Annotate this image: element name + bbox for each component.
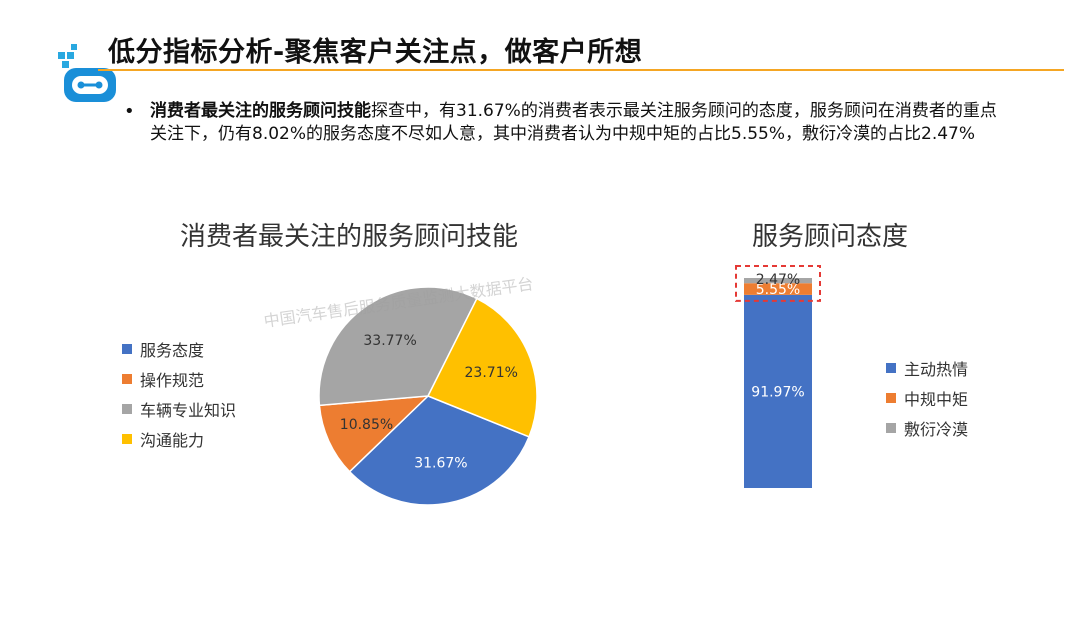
legend-swatch: [122, 404, 132, 414]
bar-legend-item-2: 中规中矩: [886, 383, 968, 413]
title-underline: [98, 69, 1064, 71]
legend-swatch: [886, 423, 896, 433]
bar-legend-item-1: 主动热情: [886, 353, 968, 383]
pie-slice-2: [318, 395, 431, 473]
bar-legend-item-3: 敷衍冷漠: [886, 413, 968, 443]
legend-swatch: [122, 344, 132, 354]
pie-legend-item-3: 车辆专业知识: [122, 394, 236, 424]
legend-label: 主动热情: [904, 360, 969, 379]
legend-swatch: [122, 434, 132, 444]
pie-legend-item-4: 沟通能力: [122, 424, 236, 454]
bar-segment-2: [744, 283, 812, 295]
bar-data-label-1: 91.97%: [751, 384, 804, 400]
pie-slice-1: [348, 395, 531, 506]
bar-chart-title: 服务顾问态度: [752, 222, 909, 252]
pie-data-label-1: 31.67%: [414, 455, 467, 471]
pie-data-label-2: 10.85%: [340, 417, 393, 433]
pie-chart-title: 消费者最关注的服务顾问技能: [180, 222, 519, 252]
bar-data-label-2: 5.55%: [756, 282, 800, 298]
charts-canvas: 31.67% 10.85% 33.77% 23.71% 91.97% 5.55%2.47%: [318, 265, 821, 506]
legend-label: 车辆专业知识: [140, 401, 237, 420]
legend-swatch: [886, 363, 896, 373]
summary-rest: 探查中，有31.67%的消费者表示最关注服务顾问的态度，服务顾问在消费者的重点关…: [150, 101, 997, 144]
legend-swatch: [122, 374, 132, 384]
legend-label: 沟通能力: [140, 431, 205, 450]
bar-data-label-3: 2.47%: [756, 272, 800, 288]
legend-label: 敷衍冷漠: [904, 420, 969, 439]
bar-segment-1: [744, 294, 812, 488]
legend-swatch: [886, 393, 896, 403]
bar-legend: 主动热情中规中矩敷衍冷漠: [886, 353, 968, 443]
logo-icon: [58, 44, 116, 102]
legend-label: 操作规范: [140, 371, 205, 390]
legend-label: 中规中矩: [904, 390, 969, 409]
summary-bold: 消费者最关注的服务顾问技能: [150, 101, 371, 121]
highlight-box: [735, 265, 821, 302]
summary-text: 消费者最关注的服务顾问技能探查中，有31.67%的消费者表示最关注服务顾问的态度…: [150, 100, 1008, 146]
page-title: 低分指标分析-聚焦客户关注点，做客户所想: [108, 37, 643, 68]
pie-data-label-3: 33.77%: [363, 333, 416, 349]
pie-slice-4: [426, 297, 538, 438]
pie-legend-item-2: 操作规范: [122, 364, 236, 394]
pie-data-label-4: 23.71%: [465, 365, 518, 381]
legend-label: 服务态度: [140, 341, 205, 360]
bullet-dot-icon: •: [124, 101, 135, 122]
pie-legend-item-1: 服务态度: [122, 334, 236, 364]
summary-bullet: • 消费者最关注的服务顾问技能探查中，有31.67%的消费者表示最关注服务顾问的…: [124, 100, 1008, 146]
bar-segment-3: [744, 278, 812, 284]
pie-legend: 服务态度操作规范车辆专业知识 沟通能力: [122, 334, 236, 454]
